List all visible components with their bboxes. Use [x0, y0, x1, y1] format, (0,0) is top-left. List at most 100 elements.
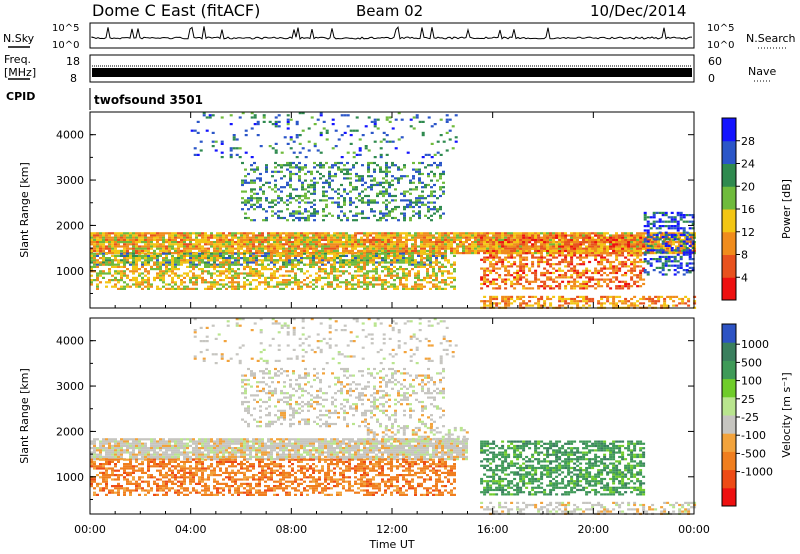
heatmap-cell: [417, 287, 420, 290]
heatmap-cell: [549, 241, 553, 244]
heatmap-cell: [297, 283, 300, 286]
heatmap-cell: [222, 232, 225, 235]
heatmap-cell: [252, 245, 255, 248]
heatmap-cell: [279, 247, 282, 250]
heatmap-cell: [663, 232, 666, 235]
heatmap-cell: [618, 245, 622, 248]
heatmap-cell: [600, 243, 604, 246]
heatmap-cell: [192, 257, 195, 260]
heatmap-cell: [585, 267, 589, 270]
heatmap-cell: [630, 247, 633, 250]
heatmap-cell: [129, 243, 132, 246]
heatmap-cell: [289, 214, 292, 217]
heatmap-cell: [330, 265, 333, 268]
heatmap-cell: [216, 247, 219, 250]
heatmap-cell: [340, 183, 343, 187]
heatmap-cell: [513, 276, 517, 279]
heatmap-cell: [315, 257, 318, 260]
heatmap-cell: [162, 238, 165, 241]
heatmap-cell: [177, 249, 180, 252]
heatmap-cell: [606, 241, 609, 244]
heatmap-cell: [123, 270, 126, 273]
heatmap-cell: [501, 297, 505, 301]
heatmap-cell: [369, 249, 372, 252]
heatmap-cell: [90, 243, 93, 246]
heatmap-cell: [612, 241, 615, 244]
heatmap-cell: [414, 243, 417, 246]
heatmap-cell: [274, 179, 277, 182]
heatmap-cell: [405, 257, 408, 260]
heatmap-cell: [636, 260, 640, 264]
heatmap-cell: [660, 304, 664, 307]
heatmap-cell: [150, 283, 153, 286]
heatmap-cell: [273, 232, 276, 235]
heatmap-cell: [298, 175, 301, 178]
heatmap-cell: [516, 249, 519, 252]
heatmap-cell: [319, 166, 322, 169]
heatmap-cell: [304, 164, 307, 167]
heatmap-cell: [321, 245, 324, 248]
heatmap-cell: [615, 278, 619, 281]
heatmap-cell: [435, 252, 438, 255]
heatmap-cell: [177, 254, 180, 257]
heatmap-cell: [441, 238, 444, 241]
heatmap-cell: [340, 219, 343, 222]
heatmap-cell: [399, 261, 402, 264]
heatmap-cell: [418, 216, 421, 220]
heatmap-cell: [390, 259, 393, 262]
heatmap-cell: [624, 280, 628, 283]
heatmap-cell: [264, 247, 267, 250]
heatmap-cell: [639, 258, 643, 261]
heatmap-cell: [501, 300, 505, 303]
heatmap-cell: [474, 245, 477, 248]
heatmap-cell: [340, 194, 343, 198]
heatmap-cell: [687, 300, 691, 303]
heatmap-cell: [381, 261, 384, 264]
heatmap-cell: [615, 287, 619, 290]
heatmap-cell: [504, 234, 507, 237]
heatmap-cell: [264, 287, 267, 290]
heatmap-cell: [252, 272, 255, 275]
heatmap-cell: [366, 283, 369, 286]
heatmap-cell: [579, 249, 583, 253]
heatmap-cell: [552, 263, 556, 266]
heatmap-cell: [522, 232, 525, 235]
heatmap-cell: [435, 261, 438, 264]
heatmap-cell: [363, 241, 366, 244]
heatmap-cell: [390, 268, 393, 271]
heatmap-cell: [409, 201, 412, 204]
heatmap-cell: [543, 302, 547, 305]
heatmap-cell: [207, 263, 210, 266]
heatmap-cell: [387, 265, 390, 268]
heatmap-cell: [294, 257, 297, 260]
heatmap-cell: [183, 281, 186, 284]
heatmap-cell: [321, 268, 324, 271]
heatmap-cell: [636, 241, 640, 244]
heatmap-cell: [390, 241, 393, 244]
heatmap-cell: [522, 267, 526, 270]
heatmap-cell: [189, 276, 192, 279]
heatmap-cell: [456, 232, 459, 235]
heatmap-cell: [394, 216, 397, 220]
heatmap-cell: [528, 280, 532, 283]
heatmap-cell: [415, 203, 418, 206]
heatmap-cell: [387, 249, 390, 252]
heatmap-cell: [93, 245, 96, 248]
heatmap-cell: [393, 257, 396, 260]
heatmap-cell: [328, 181, 331, 184]
heatmap-cell: [369, 283, 372, 286]
heatmap-cell: [382, 177, 385, 180]
heatmap-cell: [258, 270, 261, 273]
heatmap-cell: [150, 238, 153, 241]
heatmap-cell: [612, 249, 616, 253]
heatmap-cell: [405, 283, 408, 286]
heatmap-cell: [594, 287, 598, 290]
heatmap-cell: [141, 279, 144, 282]
heatmap-cell: [126, 247, 129, 250]
heatmap-cell: [189, 232, 192, 235]
heatmap-cell: [222, 252, 225, 255]
heatmap-cell: [316, 181, 319, 184]
heatmap-cell: [331, 188, 334, 191]
heatmap-cell: [430, 170, 433, 173]
heatmap-cell: [399, 283, 402, 286]
